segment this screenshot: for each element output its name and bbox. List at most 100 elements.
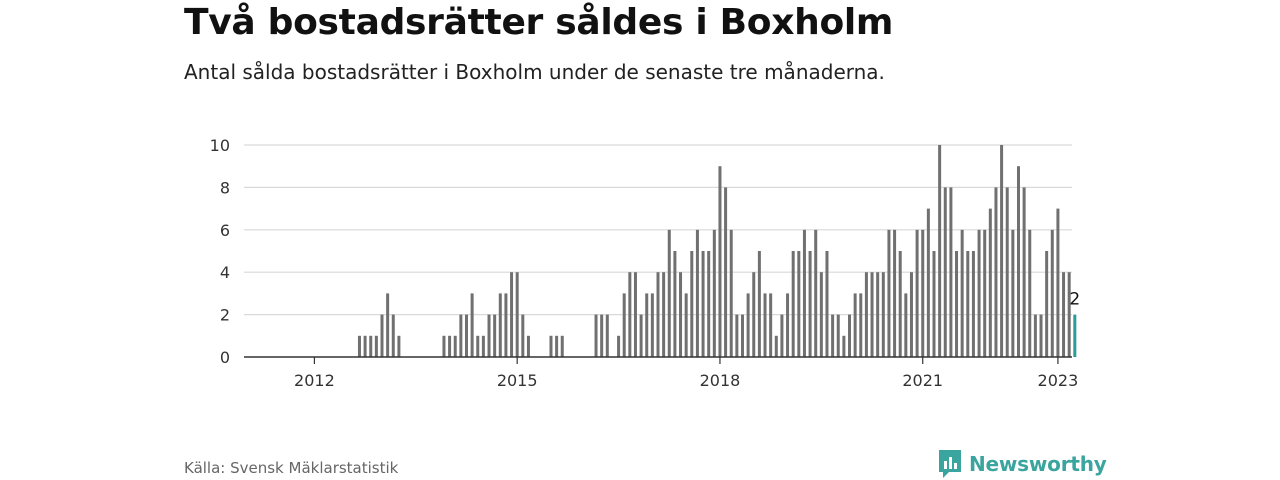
bar [797,251,801,357]
bar [859,293,863,357]
bar [357,335,361,357]
bar [695,229,699,357]
bar [904,293,908,357]
y-tick-label: 8 [220,178,230,197]
bar [1045,251,1049,357]
bar [966,251,970,357]
bar [786,293,790,357]
bar [442,335,446,357]
bar [864,272,868,357]
bar [740,314,744,357]
bar [645,293,649,357]
bar [836,314,840,357]
bar [380,314,384,357]
bar [363,335,367,357]
bar [1056,208,1060,357]
bar [617,335,621,357]
x-tick-label: 2012 [294,371,335,390]
bar [718,166,722,357]
bar [988,208,992,357]
bar [808,251,812,357]
bar [397,335,401,357]
bar [510,272,514,357]
bar [921,229,925,357]
bar [662,272,666,357]
y-tick-label: 0 [220,348,230,367]
bars [357,145,1077,357]
bar [825,251,829,357]
x-tick-label: 2021 [902,371,943,390]
x-tick-label: 2023 [1038,371,1079,390]
bar [453,335,457,357]
bar [746,293,750,357]
x-axis-ticks: 2012 2015 2018 2021 2023 [294,357,1078,390]
bar [802,229,806,357]
bar [555,335,559,357]
bar [712,229,716,357]
bar [464,314,468,357]
bar [915,229,919,357]
bar [757,251,761,357]
bar [650,293,654,357]
bar [724,187,728,357]
bar [481,335,485,357]
bar [876,272,880,357]
bar [938,145,942,357]
bar [476,335,480,357]
bar [1022,187,1026,357]
x-tick-label: 2015 [497,371,538,390]
bar [949,187,953,357]
bar [763,293,767,357]
bar [735,314,739,357]
brand-logo[interactable]: Newsworthy [937,449,1107,479]
bar [605,314,609,357]
bar [374,335,378,357]
bar [560,335,564,357]
bar [391,314,395,357]
bar [932,251,936,357]
bar [690,251,694,357]
bar [853,293,857,357]
bar [549,335,553,357]
y-tick-label: 10 [210,136,230,155]
bar [1039,314,1043,357]
chart-title: Två bostadsrätter såldes i Boxholm [184,2,894,43]
y-axis-ticks: 0 2 4 6 8 10 [210,136,230,367]
bar [504,293,508,357]
bar [1000,145,1004,357]
newsworthy-logo-icon [939,450,961,478]
bar [628,272,632,357]
y-tick-label: 4 [220,263,230,282]
bar [707,251,711,357]
bar [780,314,784,357]
bar [386,293,390,357]
bar [774,335,778,357]
bar [622,293,626,357]
bar [1067,272,1071,357]
bar [594,314,598,357]
bar [971,251,975,357]
bar-chart: 0 2 4 6 8 10 2012 2015 2018 2021 2023 2 [210,136,1081,390]
bar [701,251,705,357]
bar [459,314,463,357]
bar [521,314,525,357]
chart-subtitle: Antal sålda bostadsrätter i Boxholm unde… [184,60,885,84]
bar [752,272,756,357]
brand-name: Newsworthy [969,452,1107,476]
bar [448,335,452,357]
bar [487,314,491,357]
bar [887,229,891,357]
bar [679,272,683,357]
bar [633,272,637,357]
bar [684,293,688,357]
bar [842,335,846,357]
bar [1062,272,1066,357]
bar [515,272,519,357]
bar [1050,229,1054,357]
bar [848,314,852,357]
y-tick-label: 6 [220,221,230,240]
bar [526,335,530,357]
bar [994,187,998,357]
bar [600,314,604,357]
annotations: 2 [1069,290,1080,310]
